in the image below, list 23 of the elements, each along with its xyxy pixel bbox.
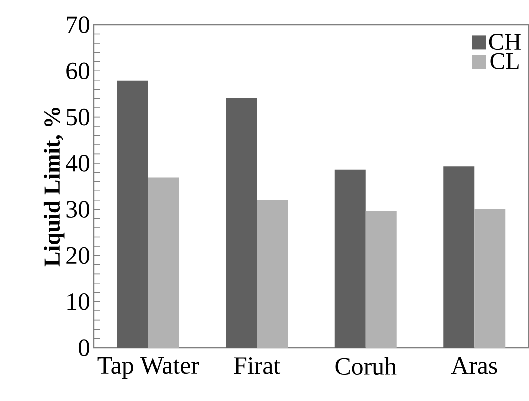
y-tick-label: 50 (67, 108, 90, 126)
x-tick-label: Firat (234, 358, 281, 374)
legend-label: CH (489, 34, 521, 50)
x-tick-label: Aras (451, 358, 498, 374)
y-tick-label: 30 (66, 201, 90, 218)
y-tick-label: 10 (68, 293, 90, 310)
y-tick-label: 0 (78, 340, 90, 356)
y-tick-label: 40 (66, 155, 90, 172)
legend-label: CL (490, 53, 519, 70)
x-tick-label: Tap Water (98, 358, 200, 380)
bar (148, 178, 180, 348)
bar (444, 166, 475, 348)
bar (226, 98, 258, 348)
bar (334, 170, 366, 348)
bar (474, 209, 506, 348)
y-tick-label: 20 (66, 247, 90, 264)
x-tick-label: Coruh (336, 358, 397, 376)
bar (117, 80, 148, 348)
y-axis-title: Liquid Limit, % (44, 108, 65, 267)
y-tick-label: 70 (67, 16, 90, 34)
bar (366, 211, 397, 348)
y-tick-label: 60 (66, 62, 90, 80)
bar (257, 200, 288, 348)
